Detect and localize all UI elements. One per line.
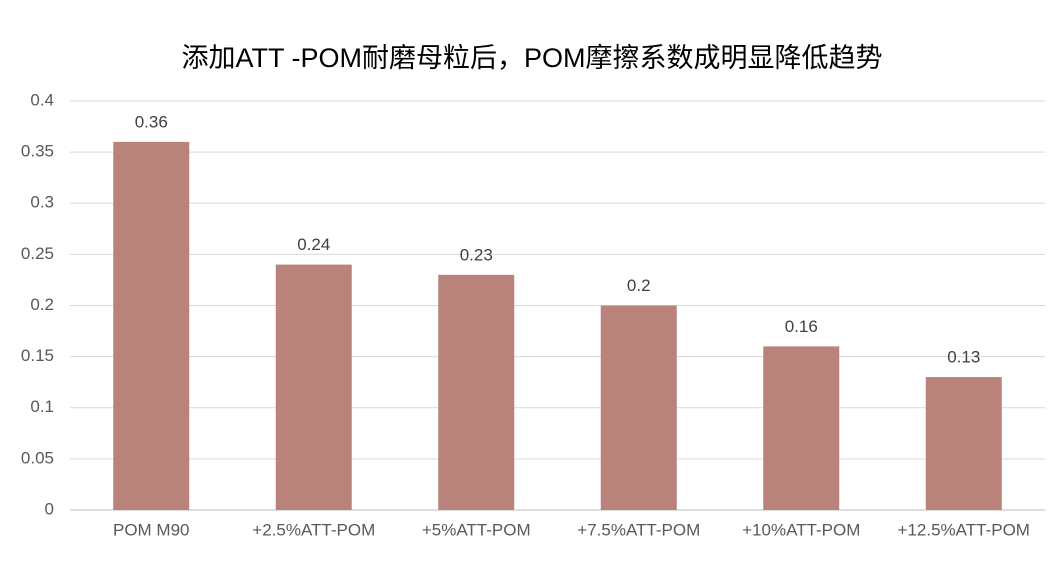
y-tick-label: 0 [45, 499, 54, 518]
y-tick-label: 0.05 [21, 448, 54, 467]
bar [925, 377, 1002, 510]
x-tick-label: +10%ATT-POM [742, 520, 860, 539]
value-label: 0.13 [947, 348, 980, 367]
bar [600, 305, 677, 510]
value-label: 0.16 [785, 317, 818, 336]
y-tick-label: 0.35 [21, 142, 54, 161]
y-tick-label: 0.1 [30, 397, 54, 416]
bar [763, 346, 840, 510]
y-tick-label: 0.4 [30, 90, 54, 109]
x-tick-label: +7.5%ATT-POM [577, 520, 700, 539]
value-label: 0.36 [135, 112, 168, 131]
x-tick-label: +2.5%ATT-POM [252, 520, 375, 539]
x-tick-label: POM M90 [113, 520, 190, 539]
y-tick-label: 0.3 [30, 193, 54, 212]
value-label: 0.24 [297, 235, 330, 254]
bar [438, 274, 515, 510]
value-label: 0.23 [460, 245, 493, 264]
y-tick-label: 0.2 [30, 295, 54, 314]
x-tick-label: +5%ATT-POM [422, 520, 531, 539]
bar [113, 141, 190, 510]
y-tick-label: 0.15 [21, 346, 54, 365]
bar [275, 264, 352, 510]
x-tick-label: +12.5%ATT-POM [898, 520, 1030, 539]
chart-title: 添加ATT -POM耐磨母粒后，POM摩擦系数成明显降低趋势 [182, 43, 883, 73]
y-tick-label: 0.25 [21, 244, 54, 263]
value-label: 0.2 [627, 276, 651, 295]
